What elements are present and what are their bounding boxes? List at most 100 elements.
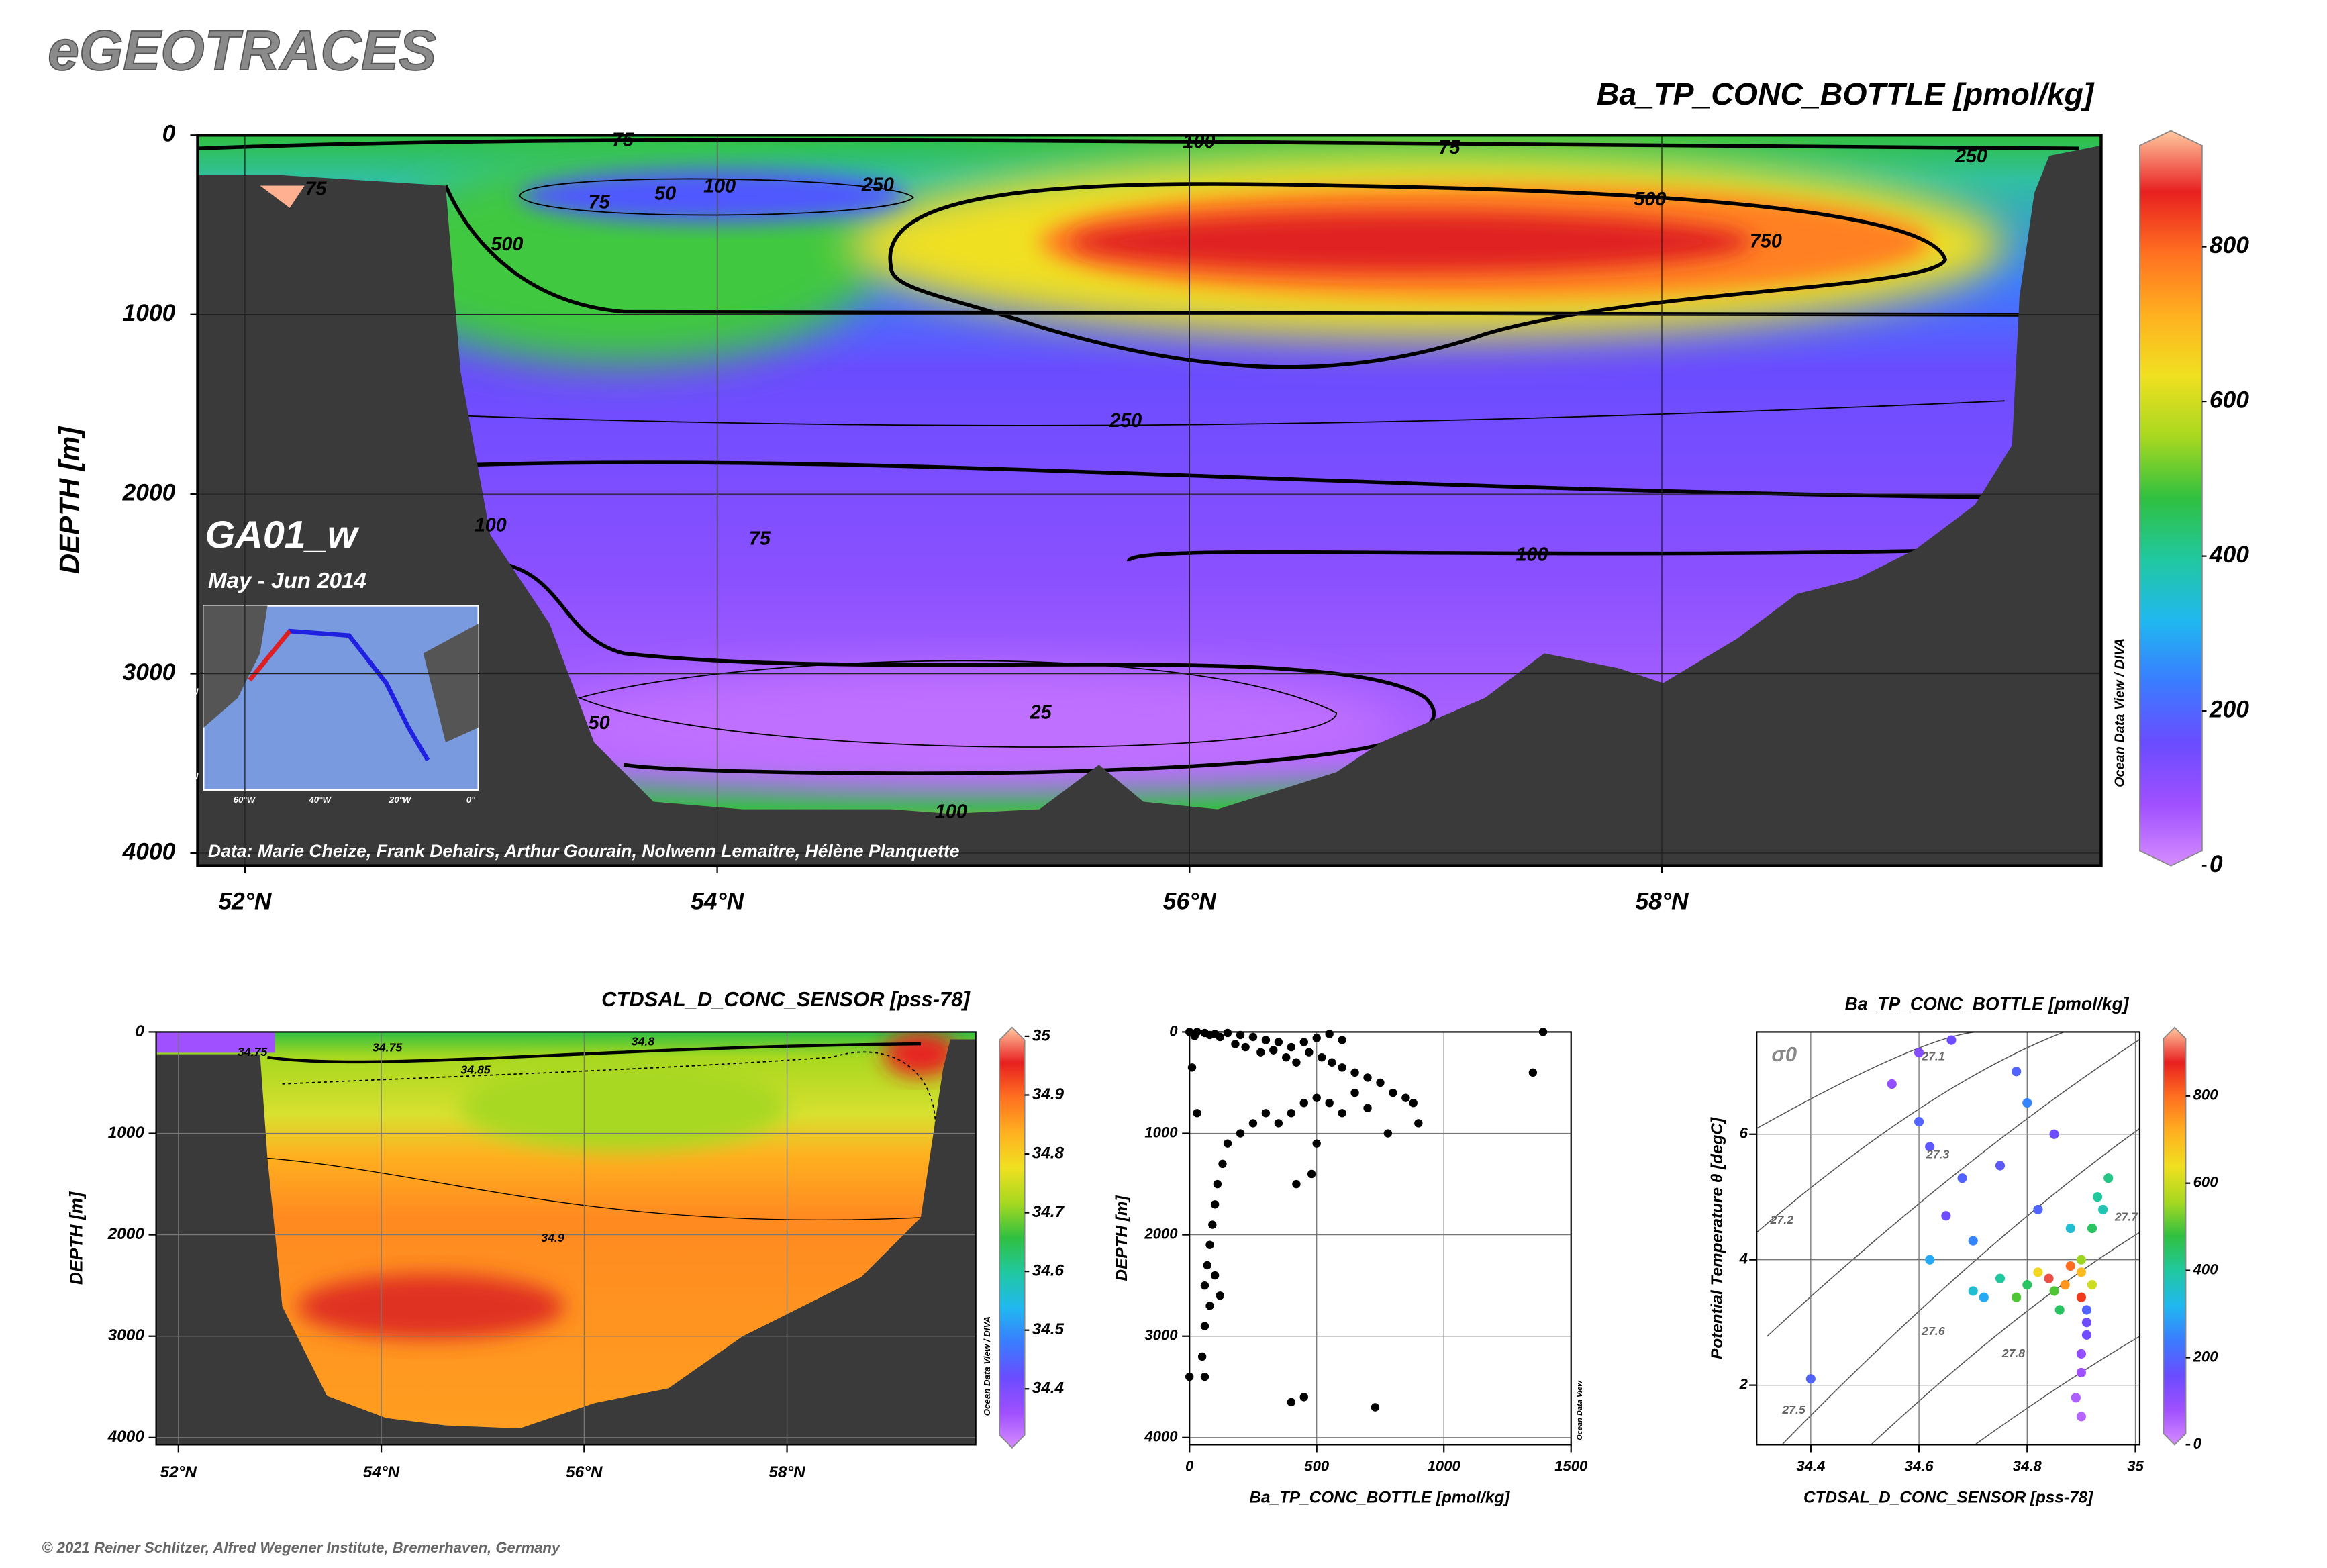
contour-label: 250 xyxy=(1954,146,1987,167)
isopycnal-label: 27.8 xyxy=(2001,1346,2026,1360)
point xyxy=(1995,1161,2006,1171)
point xyxy=(1231,1040,1240,1048)
contours xyxy=(197,138,2079,775)
point xyxy=(1223,1028,1232,1038)
point xyxy=(1925,1255,1935,1265)
point xyxy=(1197,1352,1207,1361)
x-tick-label: 52°N xyxy=(160,1463,197,1481)
y-tick-label: 2000 xyxy=(107,1225,145,1243)
point xyxy=(2022,1097,2032,1108)
point xyxy=(1409,1098,1418,1108)
point xyxy=(1287,1042,1296,1052)
isopycnal-label: 27.2 xyxy=(1770,1213,1794,1226)
isopycnal-label: 27.6 xyxy=(1921,1324,1945,1338)
point xyxy=(1325,1030,1334,1038)
contour-label: 500 xyxy=(491,234,523,255)
x-tick-label: 1000 xyxy=(1428,1457,1461,1474)
colorbar-tick-label: 34.9 xyxy=(1032,1085,1065,1104)
chart-title: CTDSAL_D_CONC_SENSOR [pss-78] xyxy=(601,987,971,1011)
point xyxy=(1968,1286,1978,1296)
point xyxy=(1328,1058,1336,1067)
inset-label: 60°W xyxy=(234,795,256,805)
point xyxy=(2093,1192,2103,1202)
contour-label: 250 xyxy=(1109,410,1142,432)
point xyxy=(1261,1036,1271,1044)
point xyxy=(2044,1273,2054,1283)
point xyxy=(1305,1048,1314,1057)
salinity-field xyxy=(156,1032,976,1445)
point xyxy=(1256,1048,1265,1057)
point xyxy=(1261,1109,1271,1118)
contour-label: 34.75 xyxy=(238,1045,268,1059)
isopycnal xyxy=(1974,1336,2140,1446)
field-blob xyxy=(460,1061,787,1151)
y-tick-label: 3000 xyxy=(1144,1327,1178,1344)
watermark: Ocean Data View / DIVA xyxy=(2112,638,2127,787)
point xyxy=(2054,1305,2065,1315)
field-blob xyxy=(1069,212,1752,272)
contour-line xyxy=(267,1157,921,1221)
point xyxy=(1528,1068,1538,1077)
point xyxy=(1338,1036,1346,1044)
point xyxy=(1274,1038,1283,1046)
contour-line xyxy=(577,660,1338,748)
point xyxy=(1216,1291,1224,1300)
field-blob xyxy=(534,668,1396,787)
colorbar-tick-label: 600 xyxy=(2210,387,2249,413)
point xyxy=(2087,1279,2097,1290)
point xyxy=(2081,1330,2092,1340)
point xyxy=(1925,1142,1935,1152)
point xyxy=(1318,1053,1326,1062)
point xyxy=(1287,1398,1296,1407)
x-tick-label: 34.4 xyxy=(1796,1457,1825,1474)
point xyxy=(1371,1403,1380,1412)
page-title: eGEOTRACES xyxy=(48,19,436,82)
contour-label: 100 xyxy=(703,175,736,197)
x-tick-label: 52°N xyxy=(218,888,272,914)
point xyxy=(1805,1374,1816,1384)
point xyxy=(1941,1211,1951,1221)
point xyxy=(2098,1204,2108,1214)
colorbar-tick-label: 34.5 xyxy=(1032,1320,1065,1338)
point xyxy=(1363,1073,1372,1082)
chart-title: Ba_TP_CONC_BOTTLE [pmol/kg] xyxy=(1845,994,2130,1014)
point xyxy=(1241,1042,1250,1052)
bathymetry xyxy=(197,145,2101,866)
y-tick-label: 4000 xyxy=(122,838,176,865)
point xyxy=(2049,1129,2059,1139)
isopycnal-label: 27.1 xyxy=(1921,1050,1944,1063)
colorbar-tick-label: 800 xyxy=(2193,1087,2219,1104)
isopycnal-label: 27.3 xyxy=(1926,1148,1950,1161)
x-tick-label: 56°N xyxy=(566,1463,603,1481)
isopycnal xyxy=(1756,1031,2065,1233)
isopycnal xyxy=(1756,1031,1975,1129)
point xyxy=(2081,1318,2092,1328)
point xyxy=(1414,1119,1423,1128)
y-axis-label: Potential Temperature θ [degC] xyxy=(1708,1117,1726,1359)
contour-line xyxy=(888,182,1948,369)
point xyxy=(1914,1048,1924,1058)
isopycnal xyxy=(1781,1128,2140,1445)
contour-label: 34.8 xyxy=(632,1035,655,1048)
x-axis-label: Ba_TP_CONC_BOTTLE [pmol/kg] xyxy=(1249,1488,1510,1506)
y-tick-label: 6 xyxy=(1740,1125,1748,1142)
isopycnal-label: 27.7 xyxy=(2114,1210,2139,1224)
y-tick-label: 3000 xyxy=(123,659,176,685)
point xyxy=(1205,1240,1214,1249)
point xyxy=(1363,1104,1372,1112)
point xyxy=(1205,1302,1214,1310)
sigma-label: σ0 xyxy=(1771,1042,1797,1066)
contour-line xyxy=(444,185,2020,317)
point xyxy=(1350,1068,1359,1077)
point xyxy=(2049,1286,2059,1296)
contour-label: 50 xyxy=(589,712,610,734)
point xyxy=(1248,1032,1258,1042)
point xyxy=(2076,1367,2086,1377)
point xyxy=(1383,1129,1393,1138)
point xyxy=(2076,1349,2086,1359)
point xyxy=(1376,1078,1385,1087)
point xyxy=(1216,1032,1224,1042)
contour-label: 34.9 xyxy=(541,1231,564,1244)
point xyxy=(1248,1119,1258,1128)
inset-label: 50°N xyxy=(179,686,199,696)
